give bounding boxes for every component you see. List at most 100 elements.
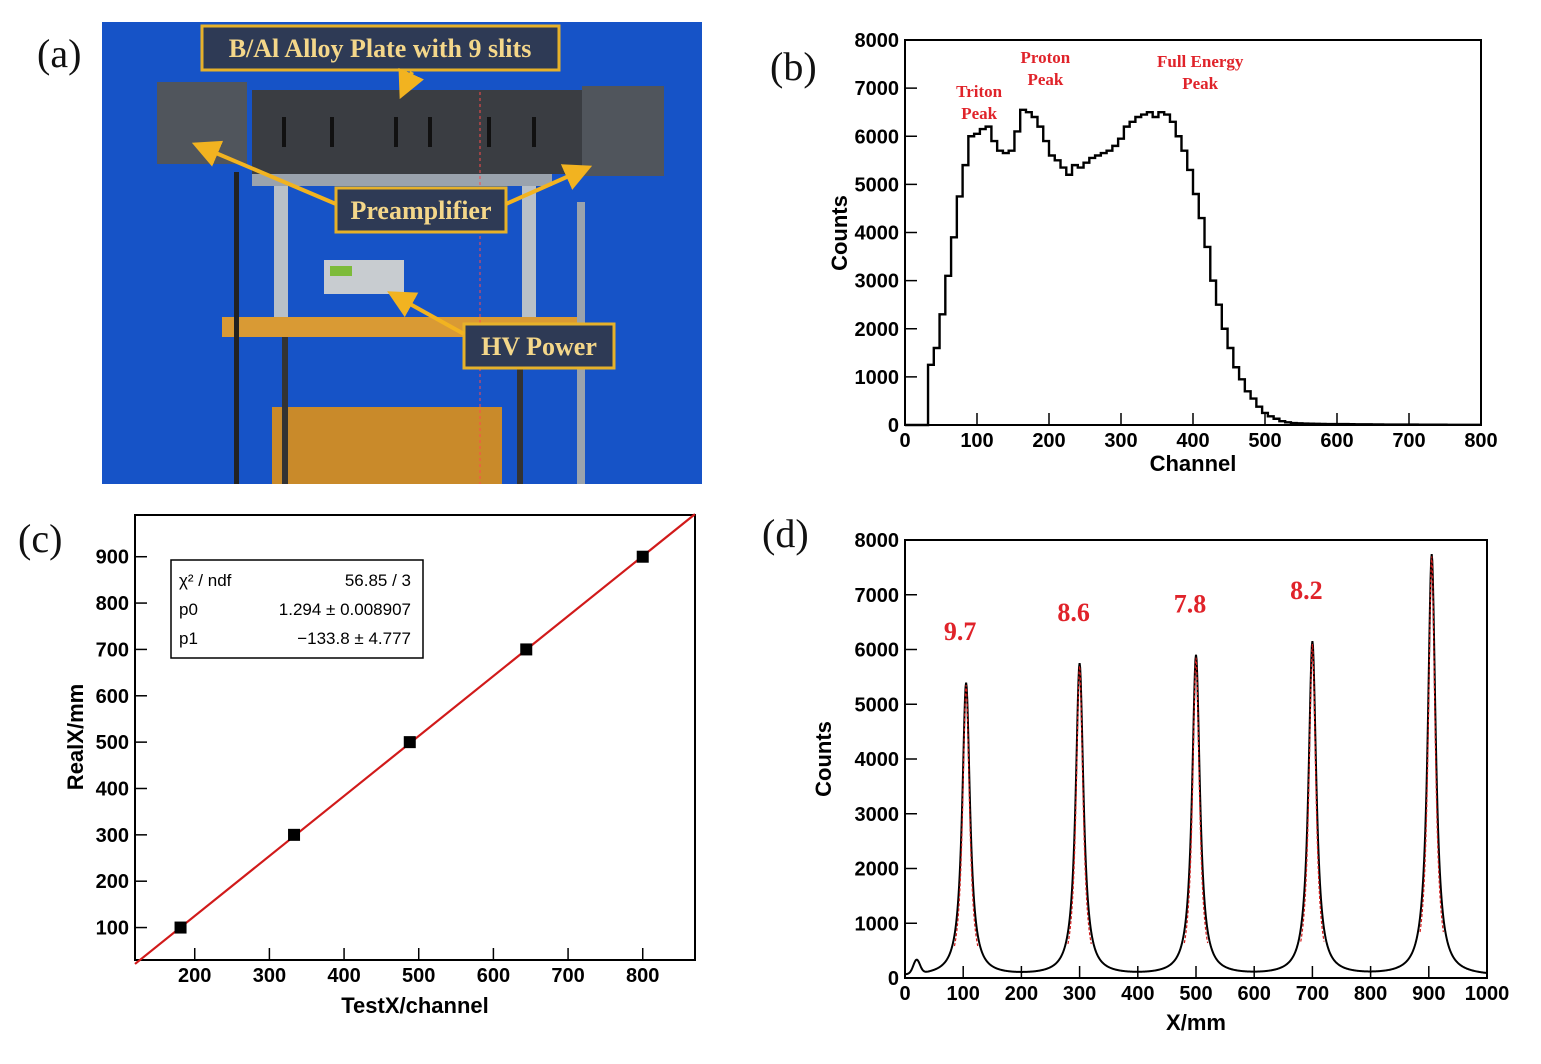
y-tick-label: 6000 bbox=[855, 126, 900, 148]
y-tick-label: 700 bbox=[96, 639, 129, 661]
peak-fit bbox=[1183, 657, 1209, 944]
x-tick-label: 800 bbox=[1354, 983, 1387, 1005]
x-tick-label: 500 bbox=[1179, 983, 1212, 1005]
y-tick-label: 500 bbox=[96, 732, 129, 754]
y-tick-label: 800 bbox=[96, 593, 129, 615]
alloy-plate bbox=[252, 90, 582, 174]
setup-photo: B/Al Alloy Plate with 9 slits Preamplifi… bbox=[102, 22, 702, 484]
x-tick-label: 1000 bbox=[1465, 983, 1510, 1005]
peak-annotation: Triton Peak bbox=[956, 82, 1003, 123]
x-tick-label: 0 bbox=[899, 430, 910, 452]
x-tick-label: 100 bbox=[947, 983, 980, 1005]
y-tick-label: 100 bbox=[96, 918, 129, 940]
panel-label-c: (c) bbox=[18, 516, 63, 561]
x-tick-label: 600 bbox=[477, 965, 510, 987]
hv-label: HV Power bbox=[481, 332, 597, 361]
data-point bbox=[174, 921, 187, 934]
y-tick-label: 8000 bbox=[855, 530, 900, 552]
x-tick-label: 300 bbox=[1063, 983, 1096, 1005]
y-tick-label: 7000 bbox=[855, 78, 900, 100]
peak-fit bbox=[1300, 643, 1325, 942]
y-axis-label: Counts bbox=[827, 195, 852, 271]
panel-label-a: (a) bbox=[37, 31, 82, 76]
x-tick-label: 700 bbox=[1392, 430, 1425, 452]
peak-annotation: Full Energy Peak bbox=[1157, 52, 1244, 93]
peak-resolution-label: 9.7 bbox=[944, 617, 977, 646]
x-axis-label: TestX/channel bbox=[341, 993, 489, 1018]
y-tick-label: 600 bbox=[96, 686, 129, 708]
peak-resolution-label: 7.8 bbox=[1174, 590, 1207, 619]
plate-label-box bbox=[200, 24, 561, 72]
y-tick-label: 1000 bbox=[855, 367, 900, 389]
x-tick-label: 900 bbox=[1412, 983, 1445, 1005]
histogram-series bbox=[905, 108, 1481, 427]
y-tick-label: 3000 bbox=[855, 804, 900, 826]
x-tick-label: 800 bbox=[1464, 430, 1497, 452]
y-tick-label: 3000 bbox=[855, 271, 900, 293]
preamp-arrow-left bbox=[191, 140, 337, 206]
hv-unit bbox=[324, 260, 404, 294]
peak-fit bbox=[953, 685, 979, 947]
plot-frame bbox=[134, 514, 696, 961]
peak-resolution-label: 8.2 bbox=[1290, 576, 1323, 605]
panel-label-d: (d) bbox=[762, 511, 809, 556]
y-axis-label: Counts bbox=[811, 721, 836, 797]
x-tick-label: 700 bbox=[551, 965, 584, 987]
y-tick-label: 2000 bbox=[855, 859, 900, 881]
stats-label: p1 bbox=[179, 629, 198, 648]
x-tick-label: 200 bbox=[1005, 983, 1038, 1005]
peak-resolution-label: 8.6 bbox=[1057, 598, 1090, 627]
x-tick-label: 100 bbox=[960, 430, 993, 452]
stats-box bbox=[170, 559, 424, 659]
peak-annotation: Proton Peak bbox=[1021, 48, 1071, 89]
preamp-right bbox=[582, 86, 664, 176]
y-tick-label: 0 bbox=[888, 968, 899, 990]
x-tick-label: 500 bbox=[402, 965, 435, 987]
preamp-arrow-right bbox=[505, 164, 593, 206]
chart-calibration-fit: 200 300 400 500 600 700 800 100 200 300 400 500 600 7… bbox=[63, 513, 696, 1018]
stats-label: p0 bbox=[179, 600, 198, 619]
x-tick-label: 200 bbox=[178, 965, 211, 987]
hv-arrow bbox=[387, 291, 465, 336]
y-tick-label: 5000 bbox=[855, 694, 900, 716]
x-axis-label: X/mm bbox=[1166, 1010, 1226, 1035]
stats-label: χ² / ndf bbox=[179, 571, 232, 590]
x-tick-label: 400 bbox=[1176, 430, 1209, 452]
data-point bbox=[288, 828, 301, 841]
preamp-label-box bbox=[334, 186, 508, 234]
hv-label-box bbox=[462, 322, 616, 370]
stats-value: 56.85 / 3 bbox=[345, 571, 411, 590]
preamp-label: Preamplifier bbox=[350, 196, 491, 225]
plate-arrow bbox=[398, 67, 425, 100]
x-tick-label: 200 bbox=[1032, 430, 1065, 452]
x-tick-label: 600 bbox=[1238, 983, 1271, 1005]
y-tick-label: 900 bbox=[96, 547, 129, 569]
y-axis-label: RealX/mm bbox=[63, 684, 88, 790]
peak-fit bbox=[1419, 556, 1444, 933]
data-point bbox=[520, 643, 533, 656]
data-point bbox=[403, 736, 416, 749]
x-tick-label: 300 bbox=[1104, 430, 1137, 452]
y-tick-label: 1000 bbox=[855, 913, 900, 935]
y-tick-label: 2000 bbox=[855, 319, 900, 341]
y-tick-label: 8000 bbox=[855, 30, 900, 52]
stats-value: 1.294 ± 0.008907 bbox=[279, 600, 411, 619]
y-tick-label: 0 bbox=[888, 415, 899, 437]
data-point bbox=[636, 550, 649, 563]
panel-label-b: (b) bbox=[770, 44, 817, 89]
y-tick-label: 200 bbox=[96, 871, 129, 893]
chart-position-spectrum: 0 100 200 300 400 500 600 700 800 900 1000 0 1000 200… bbox=[811, 530, 1510, 1035]
position-spectrum-series bbox=[904, 553, 1488, 976]
y-tick-label: 400 bbox=[96, 778, 129, 800]
x-tick-label: 700 bbox=[1296, 983, 1329, 1005]
x-tick-label: 400 bbox=[1121, 983, 1154, 1005]
lower-table bbox=[272, 407, 502, 484]
preamp-left bbox=[157, 82, 247, 164]
x-tick-label: 400 bbox=[327, 965, 360, 987]
y-tick-label: 300 bbox=[96, 825, 129, 847]
x-tick-label: 600 bbox=[1320, 430, 1353, 452]
y-tick-label: 4000 bbox=[855, 223, 900, 245]
y-tick-label: 4000 bbox=[855, 749, 900, 771]
plate-label: B/Al Alloy Plate with 9 slits bbox=[229, 34, 532, 63]
x-tick-label: 0 bbox=[899, 983, 910, 1005]
